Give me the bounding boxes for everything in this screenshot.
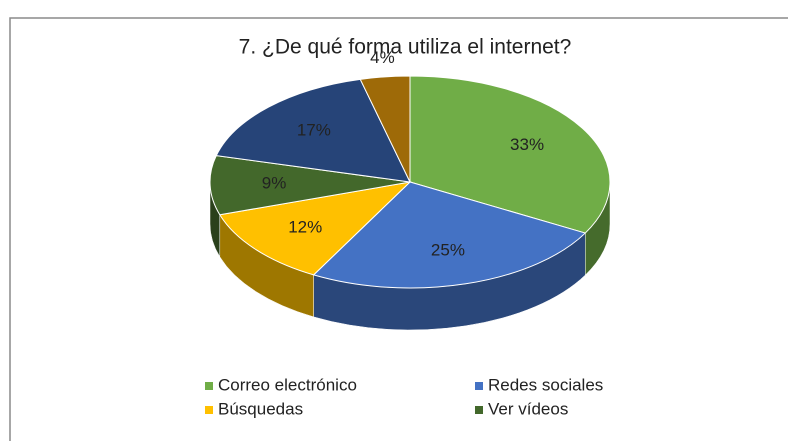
slice (209, 155, 411, 216)
data-label: 25% (431, 241, 465, 260)
legend-label: Búsquedas (218, 399, 303, 418)
data-label: 33% (510, 135, 544, 154)
data-label: 4% (370, 48, 395, 67)
slice (215, 78, 411, 183)
legend-marker (205, 382, 213, 390)
legend-marker (475, 382, 483, 390)
legend-marker (475, 406, 483, 414)
data-label: 9% (262, 174, 287, 193)
slice (359, 75, 411, 183)
slice (218, 181, 412, 276)
chart-title: 7. ¿De qué forma utiliza el internet? (239, 36, 572, 59)
data-label: 12% (288, 217, 322, 236)
legend-label: Ver vídeos (488, 399, 568, 418)
legend-label: Correo electrónico (218, 375, 357, 394)
slice (409, 75, 611, 234)
legend-label: Redes sociales (488, 375, 603, 394)
data-label: 17% (297, 121, 331, 140)
slice (312, 181, 587, 289)
legend-marker (205, 406, 213, 414)
